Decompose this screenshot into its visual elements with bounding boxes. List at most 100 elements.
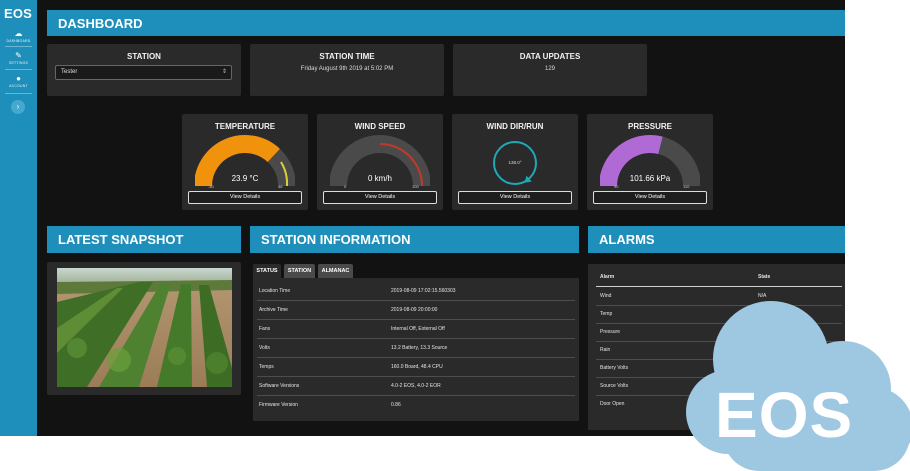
wind-speed-max: 100 bbox=[412, 184, 419, 189]
station-title: STATION bbox=[127, 52, 161, 61]
wind-speed-gauge-card: WIND SPEED 0 km/h 0 100 View Details bbox=[317, 114, 443, 210]
table-row: Firmware Version 0.86 bbox=[257, 396, 575, 414]
station-info-title: STATION INFORMATION bbox=[261, 232, 411, 247]
row-key: Temps bbox=[259, 364, 274, 370]
user-icon: ● bbox=[16, 74, 21, 83]
tab-status[interactable]: STATUS bbox=[253, 264, 281, 278]
temperature-gauge-card: TEMPERATURE 23.9 °C -40 46 View Details bbox=[182, 114, 308, 210]
select-caret-icon: ⇕ bbox=[221, 69, 227, 75]
vineyard-snapshot-image[interactable] bbox=[57, 268, 232, 387]
alarm-name: Pressure bbox=[600, 329, 621, 335]
temperature-title: TEMPERATURE bbox=[214, 122, 276, 131]
table-row: Software Versions 4.0-2 EOS, 4.0-2 EOR bbox=[257, 377, 575, 396]
sidebar-item-label: SETTINGS bbox=[8, 61, 29, 65]
wrench-icon: ✎ bbox=[15, 51, 22, 60]
row-value: 2019-08-09 17:02:15.560303 bbox=[391, 288, 456, 294]
sidebar-item-settings[interactable]: ✎ SETTINGS bbox=[0, 51, 37, 65]
wind-dir-title: WIND DIR/RUN bbox=[486, 122, 544, 131]
table-row: Location Time 2019-08-09 17:02:15.560303 bbox=[257, 282, 575, 301]
station-info-header: STATION INFORMATION bbox=[250, 226, 579, 253]
wind-direction-arrow-icon bbox=[524, 175, 532, 183]
snapshot-title: LATEST SNAPSHOT bbox=[58, 232, 184, 247]
station-select[interactable]: Tester ⇕ bbox=[55, 65, 232, 80]
wind-speed-title: WIND SPEED bbox=[354, 122, 406, 131]
data-updates-value: 129 bbox=[544, 66, 555, 72]
row-key: Volts bbox=[259, 345, 270, 351]
wind-direction-compass bbox=[493, 141, 537, 185]
collapse-sidebar-button[interactable]: › bbox=[11, 100, 25, 114]
wind-dir-view-details-button[interactable]: View Details bbox=[458, 191, 572, 204]
wind-speed-gauge bbox=[330, 135, 430, 187]
temperature-gauge bbox=[195, 135, 295, 187]
temperature-view-details-button[interactable]: View Details bbox=[188, 191, 302, 204]
table-row: Temps 160.0 Board, 48.4 CPU bbox=[257, 358, 575, 377]
wind-dir-card: WIND DIR/RUN 138.0° View Details bbox=[452, 114, 578, 210]
pressure-view-details-button[interactable]: View Details bbox=[593, 191, 707, 204]
station-time-title: STATION TIME bbox=[319, 52, 375, 61]
wind-speed-value: 0 km/h bbox=[367, 174, 392, 183]
alarms-title: ALARMS bbox=[599, 232, 655, 247]
column-header-state: State bbox=[758, 274, 771, 280]
alarms-header: ALARMS bbox=[588, 226, 845, 253]
sidebar-divider bbox=[5, 46, 32, 47]
temperature-value: 23.9 °C bbox=[231, 174, 259, 183]
row-key: Fans bbox=[259, 326, 271, 332]
dashboard-header: DASHBOARD bbox=[47, 10, 845, 36]
temperature-max: 46 bbox=[278, 184, 283, 189]
pressure-max: 110 bbox=[683, 184, 690, 189]
pressure-gauge-card: PRESSURE 101.66 kPa 90 110 View Details bbox=[587, 114, 713, 210]
pressure-value: 101.66 kPa bbox=[629, 174, 671, 183]
table-row: Archive Time 2019-08-09 20:00:00 bbox=[257, 301, 575, 320]
station-time-card: STATION TIME Friday August 9th 2019 at 5… bbox=[250, 44, 444, 96]
row-value: 4.0-2 EOS, 4.0-2 EOR bbox=[391, 383, 441, 389]
eos-cloud-logo-text: EOS bbox=[715, 379, 854, 451]
pressure-title: PRESSURE bbox=[627, 122, 672, 131]
table-row: Wind N/A bbox=[596, 287, 842, 306]
wind-speed-min: 0 bbox=[344, 184, 347, 189]
tab-almanac[interactable]: ALMANAC bbox=[318, 264, 353, 278]
data-updates-title: DATA UPDATES bbox=[519, 52, 581, 61]
data-updates-card: DATA UPDATES 129 bbox=[453, 44, 647, 96]
table-row: Volts 13.2 Battery, 13.3 Source bbox=[257, 339, 575, 358]
sidebar-item-account[interactable]: ● ACCOUNT bbox=[0, 74, 37, 88]
row-key: Firmware Version bbox=[259, 402, 298, 408]
station-card: STATION Tester ⇕ bbox=[47, 44, 241, 96]
row-key: Location Time bbox=[259, 288, 291, 294]
page-title: DASHBOARD bbox=[58, 16, 143, 31]
row-key: Software Versions bbox=[259, 383, 300, 389]
eos-cloud-logo-icon bbox=[686, 301, 910, 471]
sidebar-divider bbox=[5, 93, 32, 94]
row-value: 2019-08-09 20:00:00 bbox=[391, 307, 438, 313]
column-header-alarm: Alarm bbox=[600, 274, 615, 280]
temperature-min: -40 bbox=[208, 184, 214, 189]
row-value: 0.86 bbox=[391, 402, 401, 408]
app-logo: EOS bbox=[4, 6, 33, 21]
row-value: Internal Off, External Off bbox=[391, 326, 445, 332]
table-row: Fans Internal Off, External Off bbox=[257, 320, 575, 339]
wind-dir-value: 138.0° bbox=[508, 160, 522, 165]
alarms-table-header: Alarm State bbox=[596, 268, 842, 287]
sidebar: EOS ☁ DASHBOARD ✎ SETTINGS ● ACCOUNT › bbox=[0, 0, 37, 436]
snapshot-header: LATEST SNAPSHOT bbox=[47, 226, 241, 253]
row-key: Archive Time bbox=[259, 307, 288, 313]
wind-speed-view-details-button[interactable]: View Details bbox=[323, 191, 437, 204]
sidebar-divider bbox=[5, 69, 32, 70]
station-time-value: Friday August 9th 2019 at 5:02 PM bbox=[300, 66, 394, 72]
table-row: Door Open bbox=[596, 395, 842, 413]
pressure-min: 90 bbox=[614, 184, 619, 189]
tab-station[interactable]: STATION bbox=[284, 264, 315, 278]
sidebar-item-dashboard[interactable]: ☁ DASHBOARD bbox=[0, 29, 37, 43]
cloud-icon: ☁ bbox=[14, 29, 23, 38]
snapshot-card bbox=[47, 262, 241, 395]
alarm-name: Wind bbox=[600, 293, 612, 299]
sidebar-item-label: DASHBOARD bbox=[6, 39, 31, 43]
station-selected-value: Tester bbox=[61, 69, 78, 75]
alarm-name: Door Open bbox=[600, 401, 625, 407]
alarm-name: Rain bbox=[600, 347, 611, 353]
alarm-name: Temp bbox=[600, 311, 613, 317]
row-value: 13.2 Battery, 13.3 Source bbox=[391, 345, 448, 351]
row-value: 160.0 Board, 48.4 CPU bbox=[391, 364, 443, 370]
alarm-state: N/A bbox=[758, 293, 767, 299]
station-info-table: Location Time 2019-08-09 17:02:15.560303 … bbox=[253, 278, 579, 421]
pressure-gauge bbox=[600, 135, 700, 187]
